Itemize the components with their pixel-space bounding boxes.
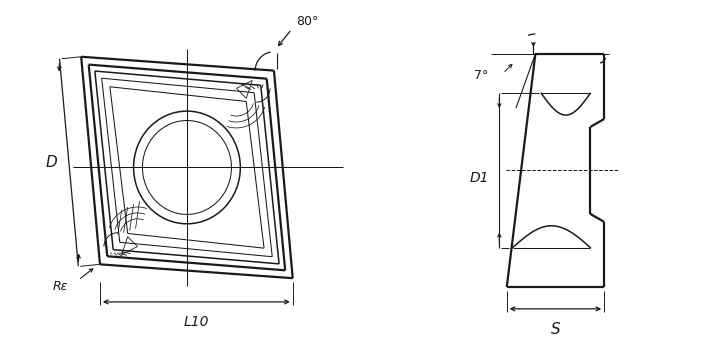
Text: 7°: 7°	[473, 69, 488, 82]
Text: Rε: Rε	[53, 280, 68, 293]
Text: D1: D1	[470, 171, 489, 185]
Text: S: S	[550, 322, 560, 337]
Text: D: D	[46, 155, 57, 170]
Text: 80°: 80°	[295, 15, 318, 28]
Text: L10: L10	[184, 315, 209, 329]
